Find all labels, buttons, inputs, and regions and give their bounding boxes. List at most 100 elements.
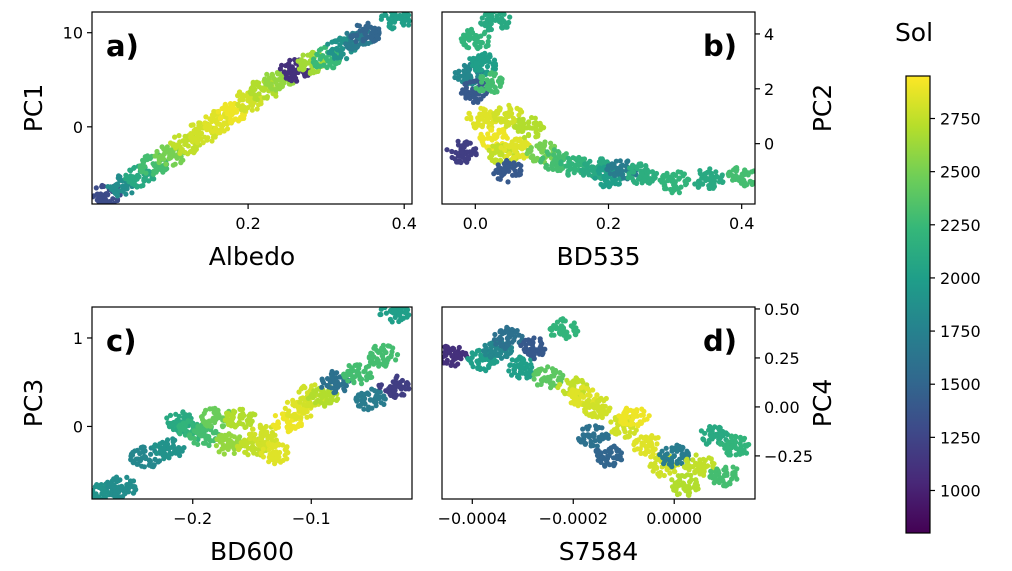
scatter-point-cloud	[212, 419, 218, 426]
scatter-point-cloud	[163, 161, 169, 167]
scatter-point-cloud	[709, 429, 715, 435]
scatter-point-cloud	[476, 55, 482, 61]
scatter-point-cloud	[133, 456, 139, 462]
y-tick-label: 0.00	[764, 398, 800, 417]
scatter-point-cloud	[574, 398, 580, 404]
scatter-point	[545, 374, 551, 381]
scatter-panel-c: −0.2 −0.1 0 1 BD600 PC3 c)	[19, 306, 413, 566]
colorbar-tick-label: 2000	[940, 269, 981, 288]
scatter-point-cloud	[707, 474, 713, 480]
scatter-point-cloud	[487, 341, 493, 347]
panel-tag: b)	[703, 29, 737, 63]
scatter-point-cloud	[400, 315, 406, 321]
scatter-point-cloud	[586, 397, 592, 403]
colorbar: Sol 1000 1250 1500 1750 2000 2250 2500 2750	[895, 18, 981, 534]
scatter-point-cloud	[475, 365, 481, 371]
scatter-point-cloud	[725, 445, 731, 451]
scatter-point-cloud	[731, 167, 737, 173]
scatter-point-cloud	[582, 409, 588, 415]
scatter-point-cloud	[252, 436, 258, 442]
scatter-point-cloud	[472, 94, 478, 101]
scatter-point-cloud	[484, 17, 490, 23]
scatter-point-cloud	[152, 456, 158, 462]
scatter-point-cloud	[391, 389, 397, 395]
scatter-point-cloud	[202, 124, 208, 130]
y-tick-label: 0.25	[764, 349, 800, 368]
scatter-point-cloud	[630, 409, 636, 415]
scatter-point	[237, 414, 243, 421]
scatter-point-cloud	[633, 438, 640, 444]
scatter-point-cloud	[469, 354, 475, 360]
y-tick-label: 2	[764, 80, 774, 99]
scatter-point-cloud	[701, 437, 707, 443]
scatter-point-cloud	[97, 500, 102, 505]
scatter-point-cloud	[94, 482, 100, 488]
scatter-point-cloud	[542, 368, 548, 374]
scatter-point-cloud	[499, 336, 505, 342]
scatter-point	[136, 173, 142, 180]
scatter-point-cloud	[290, 397, 296, 403]
scatter-point-cloud	[112, 491, 118, 497]
scatter-point-cloud	[549, 163, 555, 169]
scatter-point-cloud	[629, 164, 635, 170]
scatter-point-cloud	[332, 389, 339, 395]
scatter-point-cloud	[212, 405, 218, 411]
scatter-point-cloud	[98, 500, 103, 505]
scatter-point-cloud	[479, 15, 485, 21]
scatter-point	[362, 30, 369, 37]
scatter-point-cloud	[604, 166, 610, 172]
scatter-point-cloud	[209, 112, 215, 118]
scatter-point	[580, 394, 587, 400]
scatter-point-cloud	[558, 159, 564, 165]
scatter-point-cloud	[370, 29, 376, 35]
scatter-point-cloud	[176, 449, 182, 455]
scatter-point-cloud	[602, 178, 608, 184]
scatter-point-cloud	[221, 451, 227, 457]
scatter-point-cloud	[386, 20, 392, 26]
scatter-point-cloud	[554, 319, 561, 325]
scatter-point-cloud	[324, 64, 330, 71]
scatter-point-cloud	[562, 390, 568, 396]
scatter-point-cloud	[604, 458, 610, 464]
scatter-point-cloud	[725, 439, 731, 445]
scatter-point-cloud	[643, 163, 649, 169]
scatter-point	[479, 357, 486, 363]
scatter-point-cloud	[125, 174, 131, 180]
scatter-point-cloud	[661, 472, 667, 479]
scatter-point-cloud	[534, 143, 540, 149]
scatter-point-cloud	[245, 440, 251, 446]
scatter-point-cloud	[228, 433, 235, 439]
scatter-point	[595, 404, 602, 410]
scatter-point-cloud	[203, 114, 209, 120]
scatter-point-cloud	[180, 420, 186, 426]
scatter-point-cloud	[285, 410, 291, 416]
scatter-point-cloud	[632, 447, 638, 453]
scatter-point-cloud	[228, 117, 234, 123]
scatter-point-cloud	[161, 445, 167, 451]
scatter-point-cloud	[646, 169, 652, 175]
scatter-point-cloud	[540, 350, 546, 356]
scatter-point-cloud	[388, 352, 394, 358]
scatter-point-cloud	[473, 64, 479, 71]
scatter-point-cloud	[571, 320, 577, 326]
scatter-point-cloud	[296, 421, 302, 427]
scatter-point	[681, 482, 688, 489]
x-tick-label: 0.2	[235, 214, 260, 233]
y-tick-label: 4	[764, 25, 774, 44]
scatter-point-cloud	[312, 400, 318, 406]
scatter-point-cloud	[449, 359, 455, 365]
scatter-point-cloud	[93, 491, 99, 497]
scatter-point-cloud	[523, 337, 529, 343]
scatter-point-cloud	[716, 424, 723, 430]
scatter-point-cloud	[247, 435, 253, 442]
scatter-point-cloud	[653, 170, 660, 177]
scatter-point-cloud	[237, 406, 243, 412]
scatter-point-cloud	[475, 115, 481, 121]
scatter-point-cloud	[477, 88, 483, 94]
scatter-point-cloud	[567, 165, 573, 171]
scatter-point-cloud	[737, 440, 743, 447]
scatter-point-cloud	[260, 446, 266, 452]
y-tick-label: 0	[764, 135, 774, 154]
scatter-point	[492, 135, 499, 141]
scatter-point-cloud	[606, 446, 612, 452]
